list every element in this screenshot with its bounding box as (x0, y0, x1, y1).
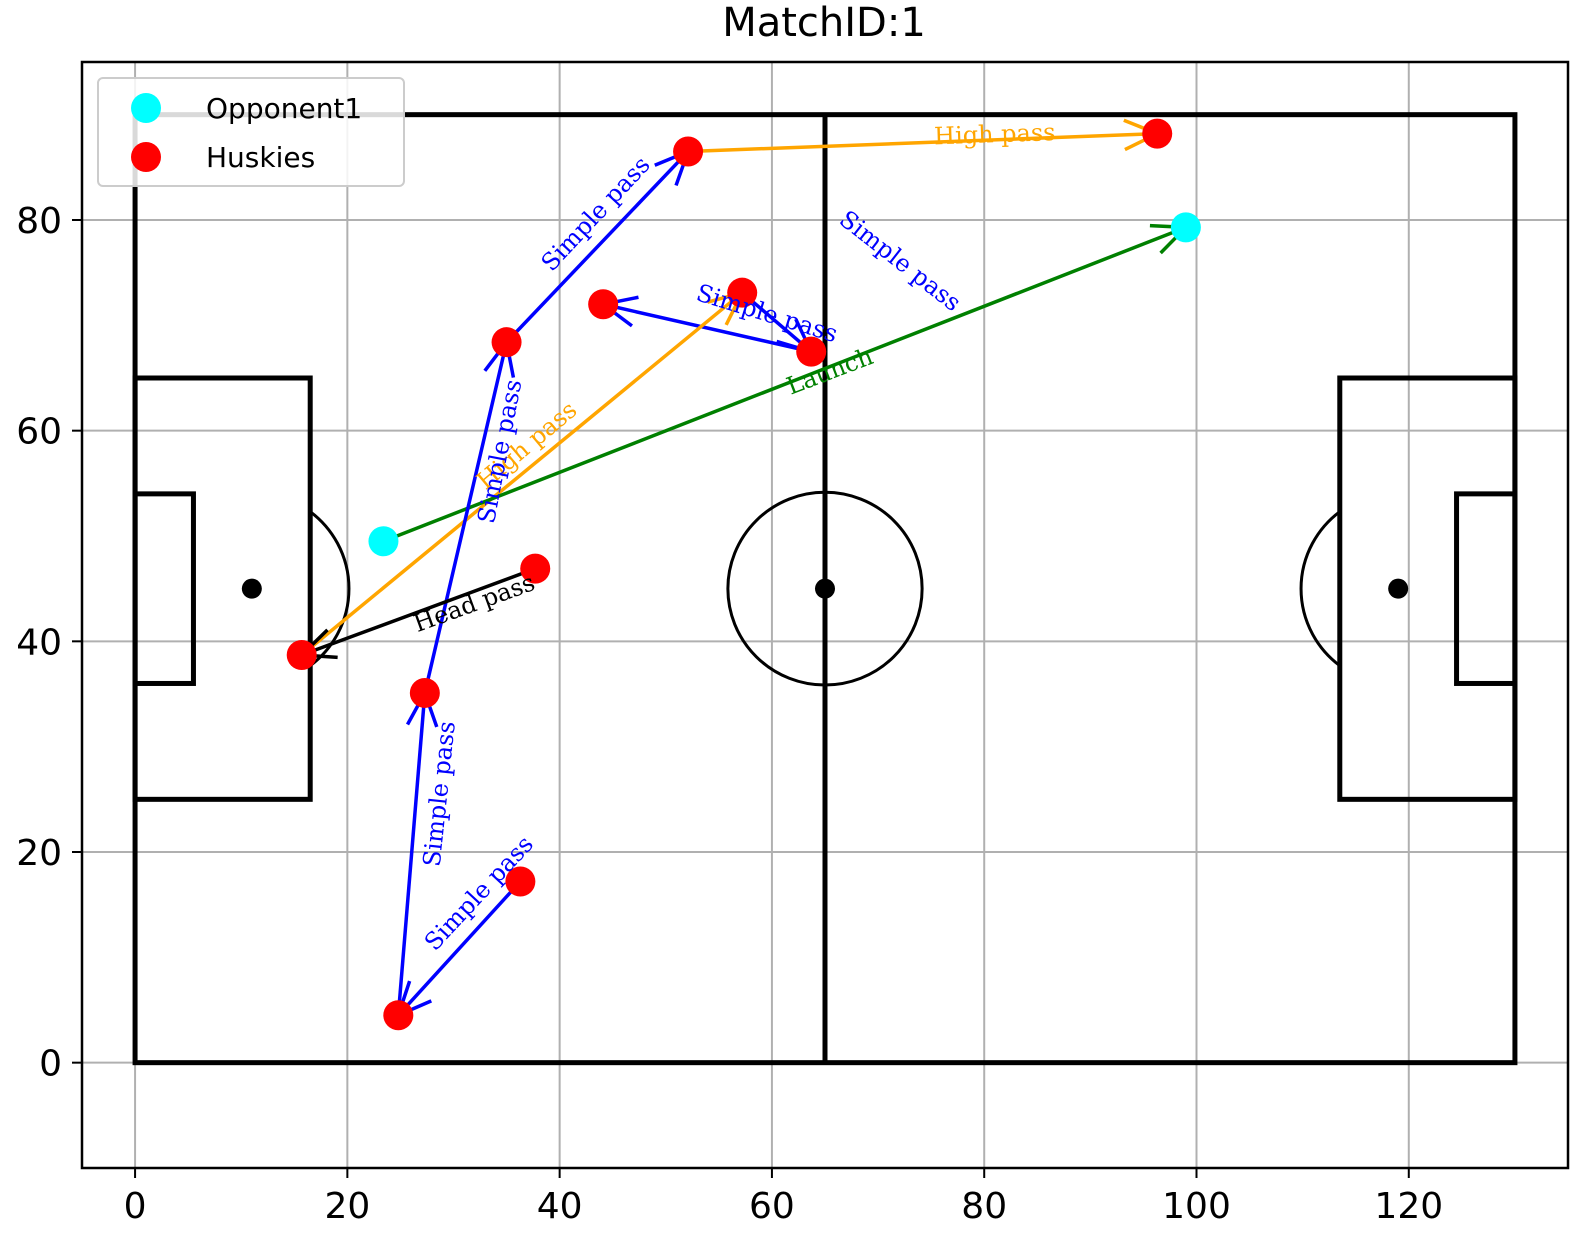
player-point (588, 289, 619, 320)
pass-label: Head pass (410, 568, 539, 638)
pass-arrow-line (688, 131, 1158, 154)
x-tick-label: 100 (1162, 1186, 1231, 1227)
player-point (1142, 118, 1173, 149)
player-point (505, 866, 536, 897)
chart-title: MatchID:1 (722, 0, 926, 46)
legend-label-huskies: Huskies (206, 141, 315, 174)
right-goal-box (1454, 491, 1518, 686)
pass-label: Simple pass (834, 205, 966, 317)
player-point (1170, 212, 1201, 243)
x-tick-label: 40 (537, 1186, 583, 1227)
legend-box (97, 77, 405, 187)
pass-label: Simple pass (418, 720, 461, 868)
x-tick-label: 80 (961, 1186, 1007, 1227)
pass-arrow (688, 118, 1162, 154)
player-point (673, 136, 704, 167)
player-point (491, 327, 522, 358)
y-tick-label: 0 (39, 1044, 62, 1085)
left-penalty-spot (241, 578, 262, 599)
pass-arrow-line (423, 341, 509, 694)
plot-frame (80, 60, 1570, 1170)
right-penalty-spot (1388, 578, 1409, 599)
legend-marker-opponent1 (131, 93, 161, 123)
pass-arrows (297, 118, 1190, 1019)
player-point (796, 336, 827, 367)
pass-label: High pass (934, 118, 1056, 150)
x-tick-label: 120 (1374, 1186, 1443, 1227)
legend-marker-huskies (131, 142, 161, 172)
player-point (286, 640, 317, 671)
pass-arrow-line (397, 880, 522, 1017)
center-spot (815, 578, 835, 599)
pass-labels: Simple pass High pass Simple pass Simple pa… (410, 118, 1056, 956)
left-penalty-arc (309, 510, 351, 667)
pass-arrow (300, 289, 746, 657)
pass-arrow-line (602, 302, 812, 354)
pass-arrow-line (505, 150, 690, 344)
player-point (368, 526, 399, 557)
axis-ticks: 0 20 40 60 80 100 120 0 20 40 60 80 (16, 201, 1443, 1227)
pitch-markings (132, 112, 1518, 1066)
pass-arrow-line (300, 291, 744, 657)
legend-label-opponent1: Opponent1 (206, 92, 362, 125)
left-penalty-box (132, 375, 313, 802)
pass-arrow-line (301, 567, 536, 657)
legend: Opponent1 Huskies (97, 77, 405, 187)
left-goal-box (132, 491, 196, 686)
player-point (727, 277, 758, 308)
y-tick-label: 60 (16, 412, 62, 453)
y-tick-label: 80 (16, 201, 62, 242)
center-circle (726, 490, 924, 687)
y-tick-label: 20 (16, 833, 62, 874)
x-tick-label: 60 (749, 1186, 795, 1227)
player-points (286, 118, 1201, 1031)
right-penalty-box (1337, 375, 1518, 802)
pass-arrow-line (741, 291, 813, 353)
right-penalty-arc (1299, 510, 1341, 667)
player-point (383, 1000, 414, 1031)
pass-arrow-line (396, 692, 427, 1016)
x-tick-label: 20 (324, 1186, 370, 1227)
x-tick-label: 0 (124, 1186, 147, 1227)
pass-label: Simple pass (536, 151, 656, 277)
player-point (409, 677, 440, 708)
player-point (520, 553, 551, 584)
y-tick-label: 40 (16, 622, 62, 663)
pass-arrow-line (382, 225, 1187, 543)
